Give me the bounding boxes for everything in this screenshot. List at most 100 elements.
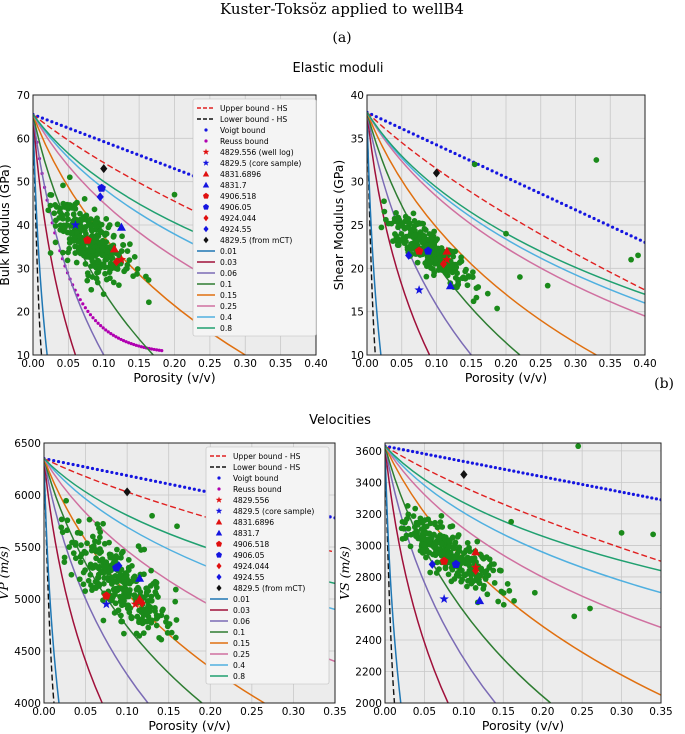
voigt-point (88, 134, 92, 138)
label-b: (b) (654, 376, 674, 392)
legend-entry: 0.06 (197, 269, 237, 278)
reuss-point (121, 339, 126, 343)
sample-marker (475, 596, 485, 605)
legend-label: 0.03 (233, 606, 250, 615)
well-log-point (420, 546, 427, 553)
well-log-point (118, 554, 124, 561)
well-log-point (65, 249, 71, 256)
well-log-point (100, 580, 107, 587)
voigt-point (567, 480, 571, 484)
well-log-point (77, 530, 84, 537)
y-tick-label: 2800 (355, 572, 382, 584)
legend-swatch (216, 540, 222, 547)
y-axis-label: Bulk Modulus (GPa) (0, 164, 12, 285)
well-log-point (57, 222, 64, 229)
voigt-point (393, 123, 397, 127)
x-tick-label: 0.15 (127, 358, 150, 370)
well-log-point (68, 571, 75, 578)
voigt-point (467, 158, 471, 162)
voigt-point (158, 161, 162, 165)
well-log-point (135, 586, 142, 592)
well-log-point (393, 233, 400, 240)
legend-box (192, 98, 317, 337)
well-log-point (459, 576, 466, 583)
voigt-point (654, 497, 659, 501)
well-log-point (411, 232, 418, 239)
voigt-point (168, 482, 172, 486)
legend-swatch (202, 159, 210, 166)
well-log-point (461, 550, 468, 556)
legend-entry: 4829.5 (core sample) (202, 159, 301, 168)
sample-marker (405, 250, 413, 260)
well-log-point (506, 587, 513, 594)
well-log-point (120, 548, 126, 555)
reuss-point (81, 302, 85, 306)
well-log-point (89, 533, 96, 540)
legend-swatch (217, 476, 221, 480)
voigt-point (490, 169, 494, 173)
well-log-point (401, 525, 407, 532)
curve-ar-0.25 (367, 111, 645, 317)
x-tick-label: 0.35 (323, 706, 346, 718)
well-log-point (72, 250, 79, 256)
legend-entry: 4829.5 (from mCT) (216, 584, 305, 593)
legend-entry: 0.15 (210, 639, 250, 648)
well-log-point (56, 209, 63, 215)
well-log-point (465, 561, 472, 567)
well-log-point (89, 274, 96, 280)
well-log-point (106, 539, 112, 546)
plot-area (367, 110, 645, 355)
voigt-point (444, 147, 448, 151)
x-tick-label: 0.40 (633, 358, 656, 370)
well-log-point (88, 286, 95, 293)
legend-swatch (216, 551, 222, 558)
legend-entry: 0.4 (197, 313, 232, 322)
well-log-point (148, 593, 155, 600)
legend-label: Reuss bound (233, 485, 282, 494)
legend-label: Lower bound - HS (233, 463, 300, 472)
well-log-point (68, 229, 74, 236)
voigt-point (512, 469, 516, 473)
well-log-point (172, 634, 179, 641)
legend-label: 0.8 (233, 672, 245, 681)
voigt-point (606, 223, 610, 227)
well-log-point (393, 215, 400, 222)
legend-entry: Lower bound - HS (197, 115, 287, 124)
voigt-point (163, 163, 167, 167)
legend-label: Reuss bound (220, 137, 269, 146)
y-tick-label: 6000 (14, 490, 41, 502)
y-tick-label: 60 (17, 133, 30, 145)
reuss-point (124, 340, 128, 344)
legend-label: 0.15 (233, 639, 250, 648)
reuss-point (129, 342, 133, 346)
voigt-point (553, 477, 557, 481)
curve-ar-0.01 (33, 114, 48, 355)
legend-swatch (215, 496, 223, 503)
legend-swatch (203, 192, 209, 199)
voigt-point (124, 473, 129, 477)
legend-label: Lower bound - HS (220, 115, 287, 124)
voigt-point (83, 132, 87, 136)
well-log-point (433, 570, 440, 576)
well-log-point (142, 610, 149, 617)
legend-label: 4924.55 (220, 225, 252, 234)
voigt-point (69, 127, 73, 131)
well-log-point (473, 294, 480, 301)
voigt-point (434, 454, 438, 458)
well-log-point (125, 556, 132, 563)
well-log-point (160, 606, 166, 613)
well-log-point (121, 630, 127, 637)
curve-ar-0.03 (385, 446, 449, 703)
section-title-elastic: Elastic moduli (293, 61, 384, 76)
legend-swatch (215, 518, 223, 525)
sample-marker (414, 285, 424, 294)
voigt-point (144, 477, 148, 481)
x-tick-label: 0.10 (92, 358, 115, 370)
well-log-point (468, 576, 474, 583)
legend-entry: Voigt bound (204, 126, 266, 135)
legend-swatch (203, 225, 209, 233)
x-axis-label: Porosity (v/v) (482, 718, 564, 733)
well-log-point (125, 567, 132, 574)
well-log-point (69, 205, 76, 211)
well-log-point (462, 268, 469, 275)
